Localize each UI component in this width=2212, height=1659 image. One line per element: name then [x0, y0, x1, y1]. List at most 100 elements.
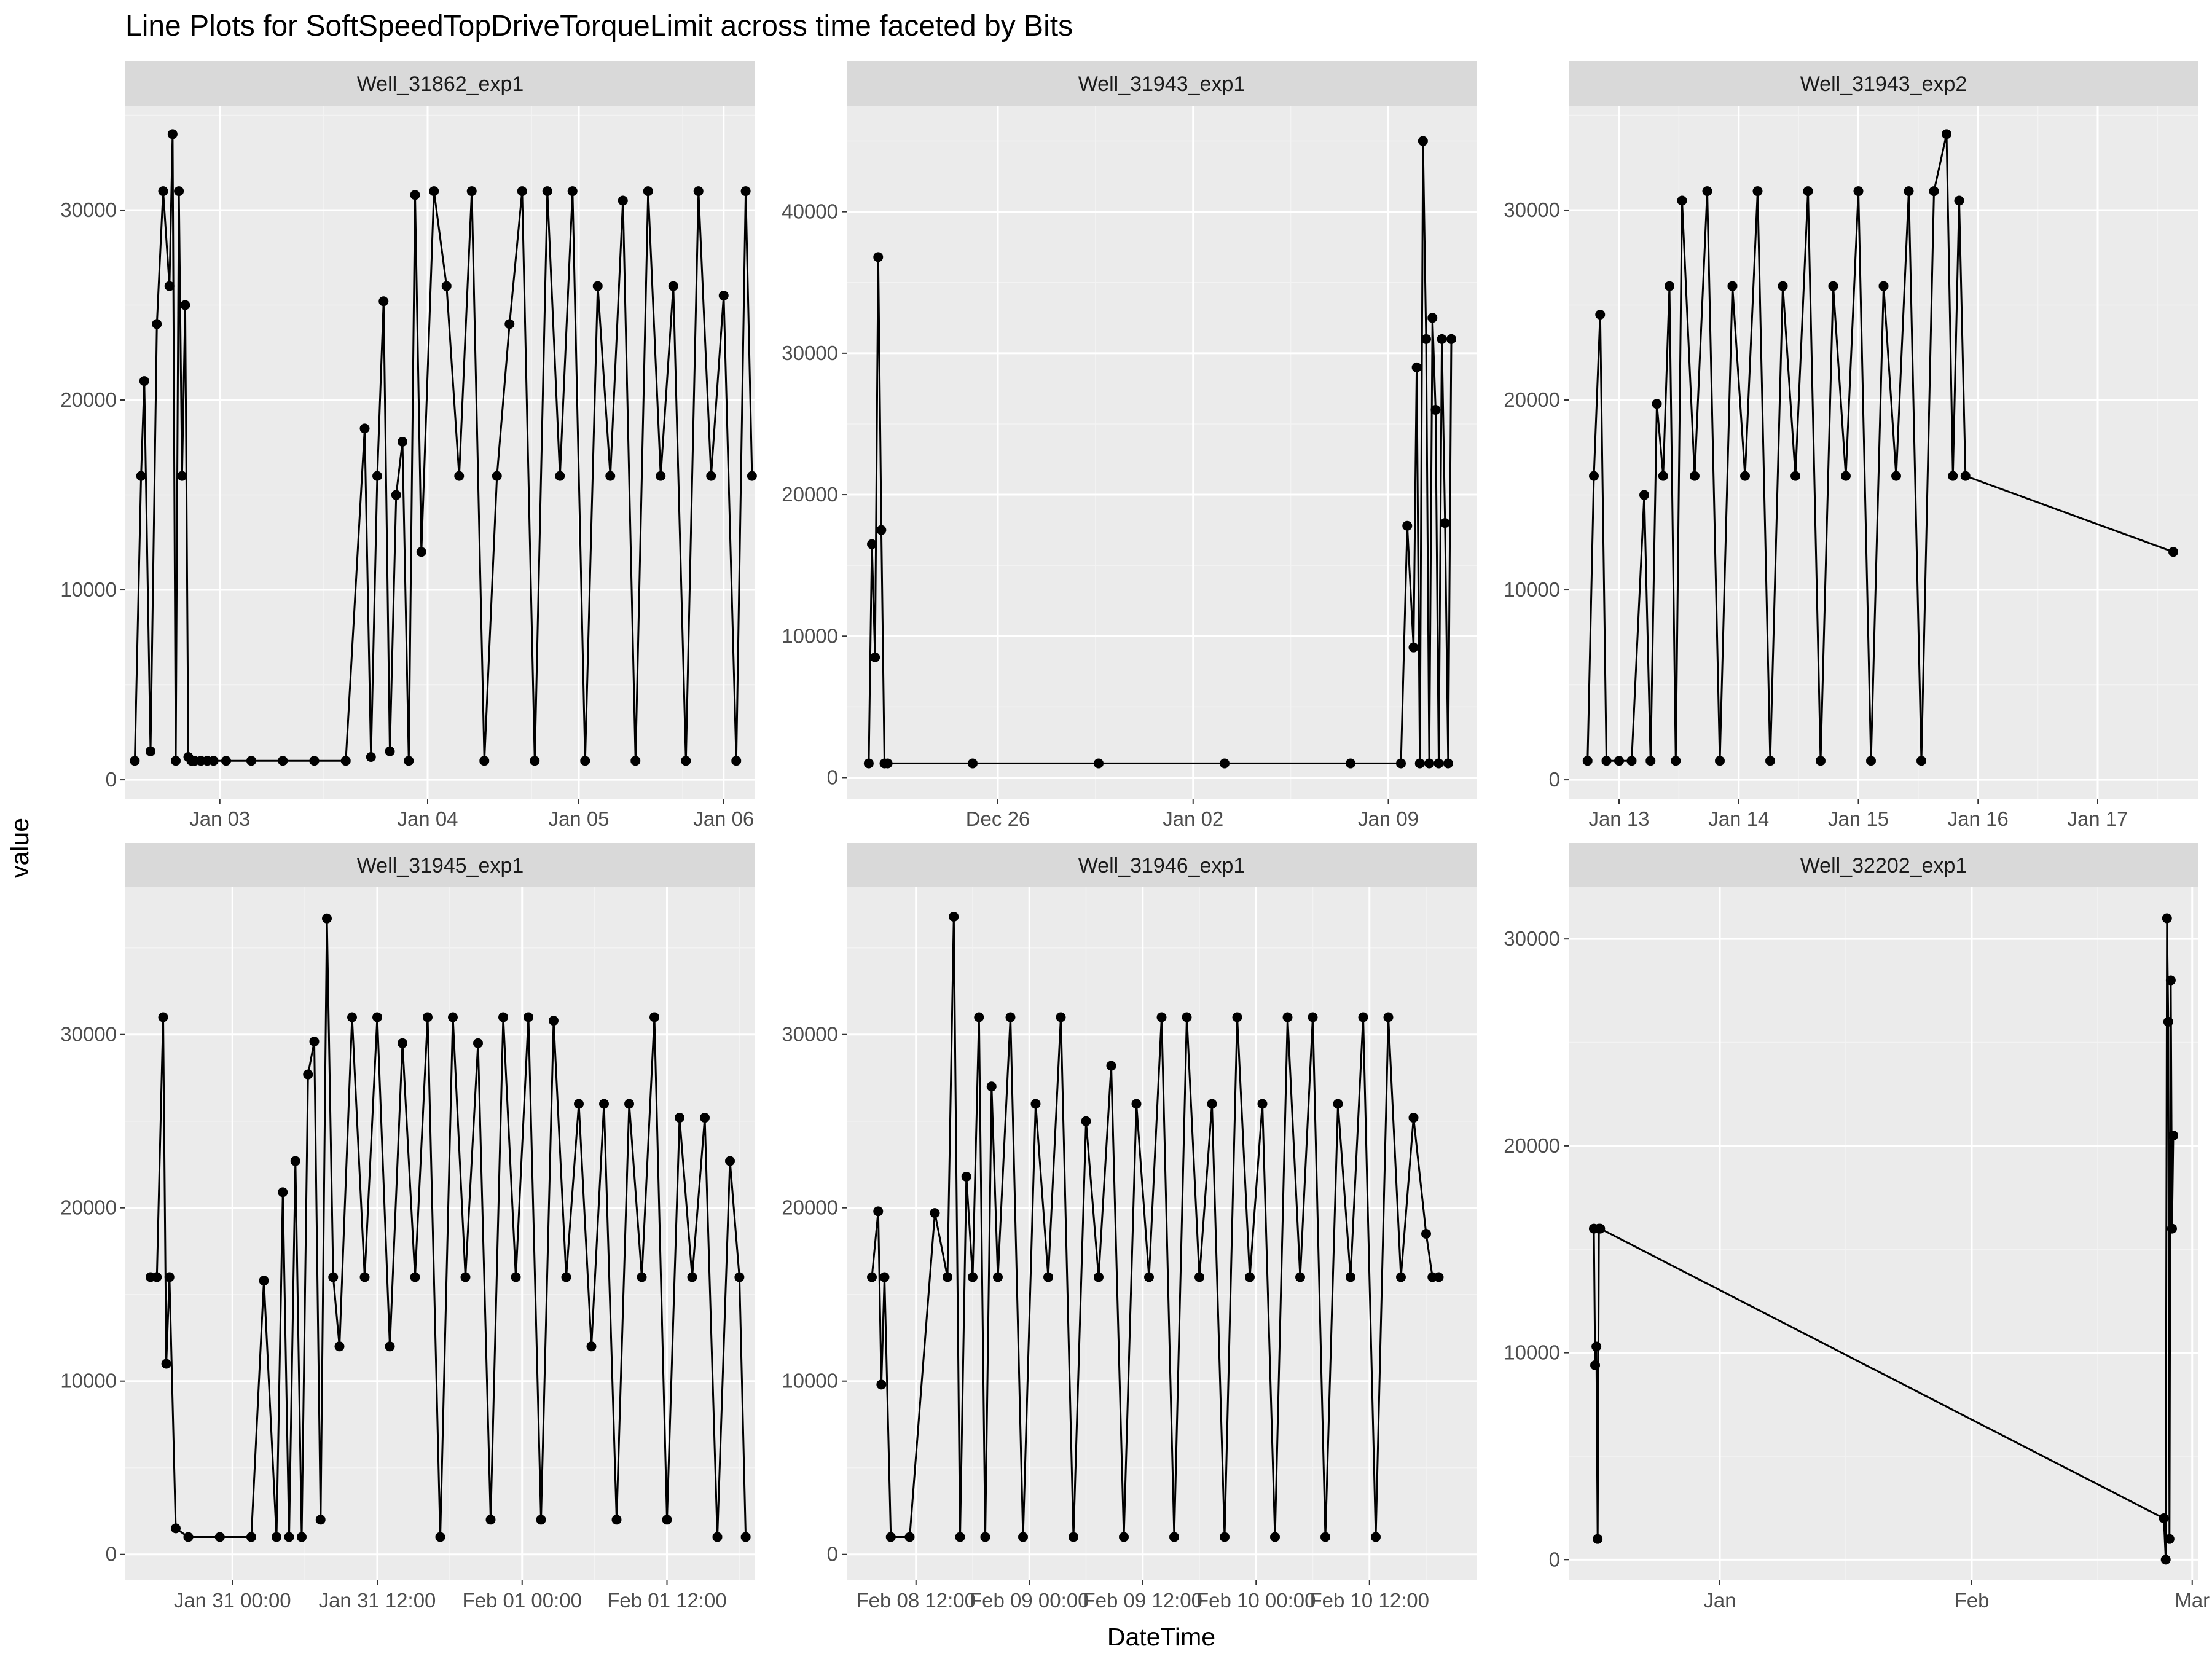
- data-point: [740, 1532, 751, 1542]
- data-point: [1418, 136, 1428, 146]
- y-tick-label: 0: [1549, 1548, 1560, 1571]
- facet-panel: Well_31945_exp1 0 10000 20000 30000 Jan 31 00…: [60, 843, 755, 1612]
- x-tick-label: Feb 01 12:00: [607, 1589, 727, 1612]
- data-point: [498, 1012, 508, 1022]
- data-point: [1589, 471, 1599, 481]
- data-point: [1614, 756, 1624, 766]
- data-point: [511, 1272, 521, 1282]
- x-tick-label: Feb 09 12:00: [1083, 1589, 1203, 1612]
- y-tick-label: 0: [827, 1543, 838, 1566]
- data-point: [943, 1272, 952, 1282]
- data-point: [359, 1272, 370, 1282]
- y-tick-label: 0: [106, 768, 117, 791]
- series-line: [871, 916, 1439, 1538]
- data-point: [161, 1359, 171, 1369]
- data-point: [974, 1012, 984, 1022]
- data-point: [441, 281, 452, 291]
- x-tick-label: Jan 13: [1588, 807, 1649, 830]
- data-point: [139, 376, 149, 386]
- data-point: [1069, 1532, 1078, 1542]
- x-tick-label: Jan 16: [1948, 807, 2009, 830]
- data-point: [303, 1069, 313, 1080]
- data-point: [718, 291, 729, 301]
- data-point: [1904, 186, 1914, 197]
- data-point: [1727, 281, 1738, 291]
- data-point: [687, 1272, 697, 1282]
- data-point: [1677, 195, 1687, 206]
- data-point: [1690, 471, 1700, 481]
- x-tick-label: Feb 09 00:00: [970, 1589, 1089, 1612]
- x-tick-label: Feb 01 00:00: [463, 1589, 582, 1612]
- data-point: [1194, 1272, 1204, 1282]
- data-point: [740, 186, 751, 197]
- x-tick-label: Feb 10 00:00: [1196, 1589, 1316, 1612]
- data-point: [158, 1012, 168, 1022]
- data-point: [1182, 1012, 1192, 1022]
- data-point: [747, 471, 757, 481]
- data-point: [259, 1276, 269, 1286]
- data-point: [1169, 1532, 1179, 1542]
- data-point: [485, 1515, 496, 1525]
- data-point: [1295, 1272, 1305, 1282]
- x-tick-label: Jan 31 00:00: [174, 1589, 291, 1612]
- panel-background: [125, 887, 755, 1580]
- chart-title: Line Plots for SoftSpeedTopDriveTorqueLi…: [125, 10, 1073, 42]
- data-point: [1421, 1229, 1431, 1239]
- data-point: [1131, 1099, 1142, 1109]
- facet-strip: [847, 61, 1477, 106]
- data-point: [322, 913, 332, 924]
- data-point: [340, 756, 351, 766]
- series-line: [868, 141, 1453, 764]
- data-point: [731, 756, 742, 766]
- data-point: [1665, 281, 1674, 291]
- data-point: [466, 186, 477, 197]
- data-point: [158, 186, 168, 197]
- data-point: [2159, 1513, 2169, 1523]
- data-point: [1639, 490, 1649, 500]
- data-point: [1414, 758, 1425, 769]
- panel-background: [1569, 887, 2198, 1580]
- data-point: [1437, 334, 1447, 344]
- data-point: [1320, 1532, 1330, 1542]
- y-tick-label: 30000: [1504, 198, 1560, 221]
- data-point: [448, 1012, 458, 1022]
- data-point: [993, 1272, 1003, 1282]
- y-tick-label: 30000: [782, 342, 838, 364]
- data-point: [1346, 1272, 1355, 1282]
- data-point: [681, 756, 691, 766]
- data-point: [146, 746, 155, 756]
- facet-strip-label: Well_31943_exp1: [1078, 73, 1245, 96]
- data-point: [246, 756, 256, 766]
- data-point: [1593, 1534, 1603, 1544]
- data-point: [1346, 758, 1355, 769]
- x-tick-label: Feb 08 12:00: [857, 1589, 976, 1612]
- data-point: [164, 281, 175, 291]
- y-axis-title: value: [6, 818, 34, 878]
- y-tick-label: 20000: [60, 1196, 117, 1219]
- series-line: [151, 918, 747, 1538]
- data-point: [1430, 404, 1441, 415]
- data-point: [1954, 195, 1964, 206]
- data-point: [1715, 756, 1725, 766]
- data-point: [1005, 1012, 1016, 1022]
- data-point: [580, 756, 590, 766]
- data-point: [130, 756, 140, 766]
- data-point: [592, 281, 603, 291]
- data-point: [1220, 758, 1230, 769]
- data-point: [1916, 756, 1926, 766]
- data-point: [1018, 1532, 1028, 1542]
- x-tick-label: Jan 03: [189, 807, 250, 830]
- data-point: [618, 195, 628, 206]
- data-point: [656, 471, 666, 481]
- data-point: [1433, 1272, 1444, 1282]
- facet-strip: [1569, 61, 2198, 106]
- data-point: [278, 756, 288, 766]
- data-point: [675, 1113, 684, 1123]
- data-point: [1960, 471, 1971, 481]
- data-point: [549, 1016, 559, 1026]
- data-point: [1841, 471, 1851, 481]
- data-point: [1803, 186, 1813, 197]
- data-point: [152, 319, 162, 329]
- data-point: [867, 1272, 877, 1282]
- x-tick-label: Jan 31 12:00: [319, 1589, 436, 1612]
